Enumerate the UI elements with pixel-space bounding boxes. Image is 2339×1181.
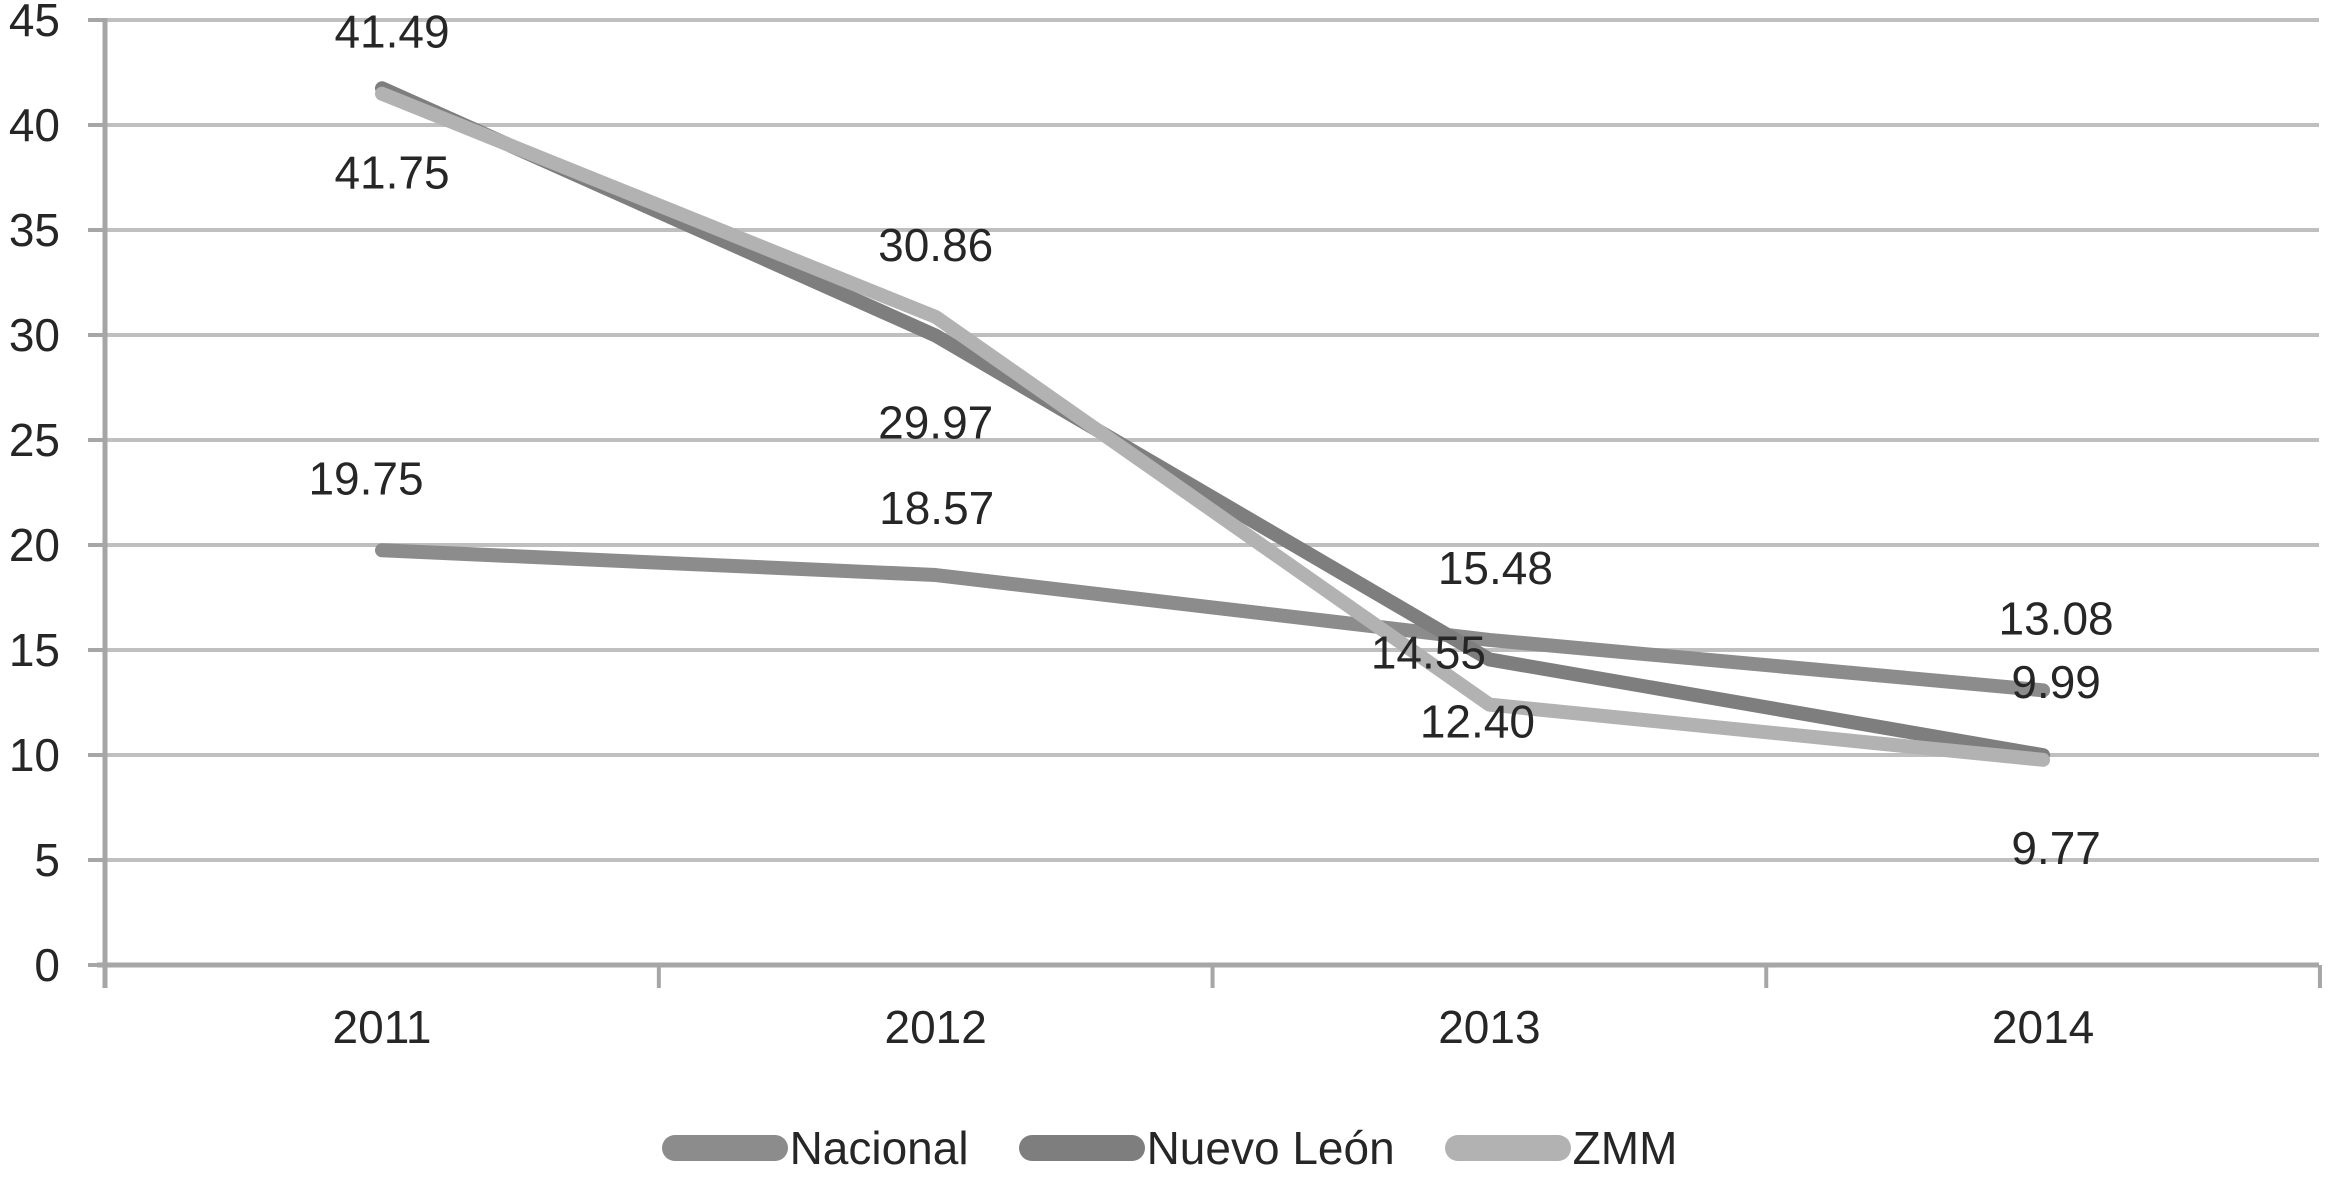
data-label: 12.40 xyxy=(1420,696,1535,748)
legend-item-zmm: ZMM xyxy=(1444,1122,1678,1174)
data-labels: 19.75 18.57 15.48 13.08 41.75 29.97 14.55 9.99 4… xyxy=(308,6,2113,874)
gridlines xyxy=(105,18,2319,862)
data-label: 13.08 xyxy=(1999,592,2114,644)
legend-item-nacional: Nacional xyxy=(661,1122,969,1174)
tick-labels: 0 5 10 15 20 25 30 35 40 45 2011 2012 2013 2014 xyxy=(9,0,2094,1053)
data-label: 15.48 xyxy=(1438,542,1553,594)
y-axis-tick-label: 10 xyxy=(9,729,60,781)
x-axis-tick-label: 2011 xyxy=(333,1001,432,1053)
y-axis-tick-label: 5 xyxy=(34,834,60,886)
data-label: 18.57 xyxy=(879,482,994,534)
legend-label-zmm: ZMM xyxy=(1572,1122,1678,1174)
legend-swatch-zmm xyxy=(1444,1135,1571,1161)
series-line-zmm xyxy=(375,86,2051,767)
legend-item-nuevo-leon: Nuevo León xyxy=(1018,1122,1395,1174)
legend-swatch-nuevo-leon xyxy=(1018,1135,1145,1161)
series-lines xyxy=(375,81,2051,767)
legend-swatch-nacional xyxy=(661,1135,788,1161)
data-label: 41.49 xyxy=(334,6,449,58)
data-label: 30.86 xyxy=(878,219,993,271)
data-label: 14.55 xyxy=(1371,626,1486,678)
data-label: 41.75 xyxy=(334,146,449,198)
y-axis-tick-label: 45 xyxy=(9,0,60,46)
y-axis-tick-label: 20 xyxy=(9,519,60,571)
y-axis-tick-label: 40 xyxy=(9,99,60,151)
legend-label-nacional: Nacional xyxy=(789,1122,969,1174)
series-line-nacional xyxy=(375,543,2051,698)
data-label: 29.97 xyxy=(878,397,993,449)
legend-label-nuevo-leon: Nuevo León xyxy=(1146,1122,1395,1174)
x-axis-tick-label: 2012 xyxy=(885,1001,987,1053)
y-axis-tick-label: 0 xyxy=(34,939,60,991)
y-axis-tick-label: 15 xyxy=(9,624,60,676)
y-axis-tick-label: 35 xyxy=(9,204,60,256)
data-label: 19.75 xyxy=(308,452,423,504)
chart-legend: Nacional Nuevo León ZMM xyxy=(0,1118,2339,1178)
data-label: 9.77 xyxy=(2011,822,2101,874)
axes xyxy=(88,18,2322,988)
data-label: 9.99 xyxy=(2011,656,2101,708)
y-axis-tick-label: 25 xyxy=(9,414,60,466)
x-axis-tick-label: 2014 xyxy=(1992,1001,2094,1053)
x-axis-tick-label: 2013 xyxy=(1438,1001,1540,1053)
y-axis-tick-label: 30 xyxy=(9,309,60,361)
